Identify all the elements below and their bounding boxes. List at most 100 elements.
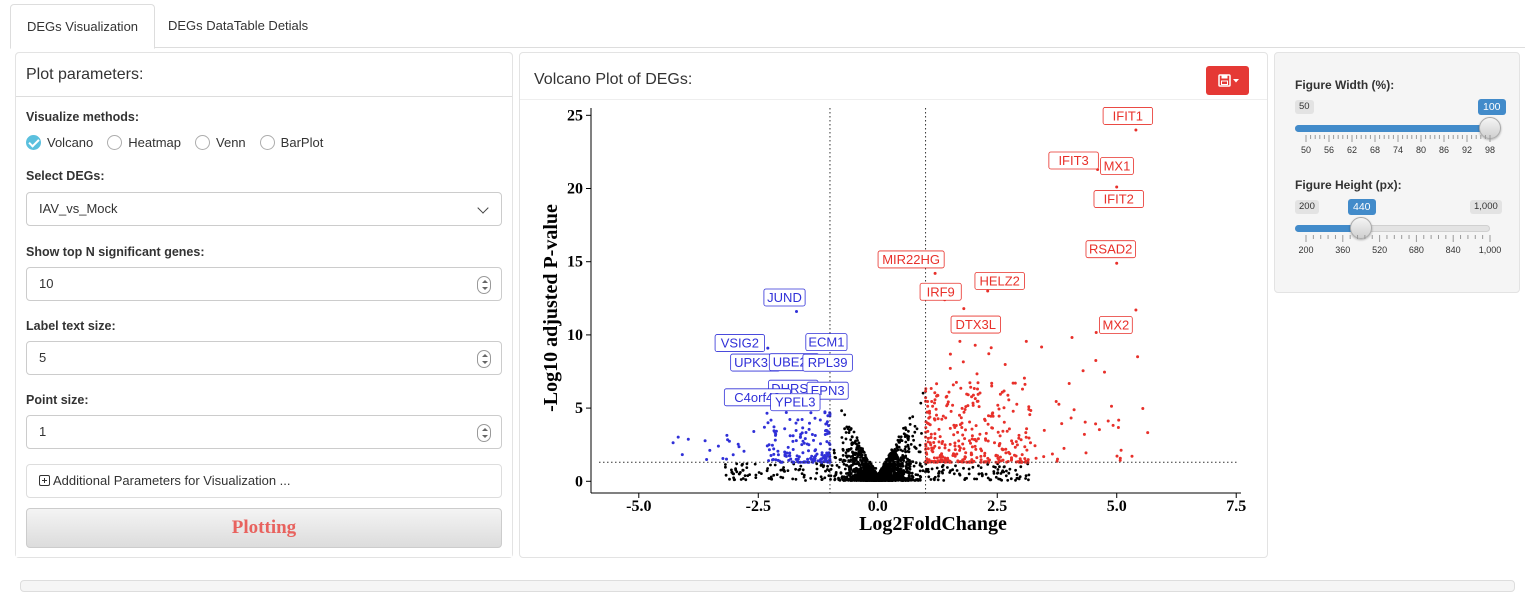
gene-label-box [1048,151,1099,170]
point-up [933,432,937,436]
point-up [987,352,991,356]
point-down [825,440,829,444]
point-ns [874,476,878,479]
point-down [806,457,810,461]
point-ns [999,472,1003,475]
point-ns [823,476,827,480]
radio-heatmap[interactable]: Heatmap [107,134,181,150]
point-ns [1004,474,1008,478]
point-ns [908,416,912,420]
label-text-size-value: 5 [39,350,47,365]
label-text-size-input[interactable]: 5 [26,341,502,375]
spinner-icon[interactable] [477,424,491,442]
point-down [783,427,787,431]
point-up [1117,418,1121,422]
point-ns [856,439,859,442]
point-up [983,454,987,458]
point-ns [894,478,897,481]
point-ns [869,462,873,466]
point-up [970,458,974,462]
point-ns [754,476,758,479]
gene-label-box [802,353,853,372]
point-down [725,457,728,461]
point-ns [907,429,910,433]
point-ns [844,437,848,441]
point-up [929,436,933,439]
point-down [766,346,770,350]
point-ns [863,470,867,474]
point-ns [766,467,769,470]
plotting-button[interactable]: Plotting [26,508,502,548]
spinner-icon[interactable] [477,276,491,294]
point-down [791,460,795,464]
gene-label-text: YPEL3 [775,395,815,410]
radio-barplot[interactable]: BarPlot [259,134,323,150]
radio-volcano[interactable]: Volcano [26,134,93,150]
point-ns [1015,473,1019,476]
tab-degs-datatable[interactable]: DEGs DataTable Detials [168,18,309,33]
save-plot-button[interactable] [1206,66,1249,95]
radio-venn-label: Venn [216,134,246,150]
point-up [1014,440,1018,444]
figure-height-handle[interactable] [1350,217,1373,239]
point-ns [865,457,868,461]
point-up [961,360,965,364]
point-up [1130,454,1134,458]
point-up [1015,402,1019,406]
point-down [766,421,770,425]
point-ns [848,470,852,474]
gene-label-box [770,393,821,412]
volcano-gene-labels: IFIT1 IFIT3 MX1 IFIT2 MIR22HG IRF9 HELZ2 RSAD2 D… [714,107,1154,412]
point-ns [913,424,917,428]
point-down [797,455,801,459]
radio-unchecked-icon [259,134,275,150]
point-up [1005,429,1009,433]
point-ns [860,462,864,465]
spinner-icon[interactable] [477,350,491,368]
point-up [979,454,983,458]
top-n-input[interactable]: 10 [26,267,502,301]
point-up [924,426,928,430]
point-ns [765,469,769,473]
select-degs-dropdown[interactable]: IAV_vs_Mock [26,192,502,226]
gene-label-box [805,333,848,352]
point-ns [846,478,849,482]
point-ns [973,477,976,481]
point-size-input[interactable]: 1 [26,415,502,449]
point-ns [814,477,817,481]
point-ns [951,468,954,472]
point-ns [906,445,910,448]
point-ns [901,454,905,457]
point-ns [826,464,829,468]
point-up [931,404,935,408]
additional-parameters-toggle[interactable]: Additional Parameters for Visualization … [26,464,502,498]
point-down [815,452,819,456]
point-ns [896,464,900,468]
point-ns [834,472,838,476]
point-ns [874,467,878,470]
point-down [812,438,815,442]
radio-venn[interactable]: Venn [195,134,246,150]
point-down [680,453,684,457]
point-down [824,429,827,433]
select-degs-label: Select DEGs: [26,169,105,183]
point-down [794,457,798,461]
point-ns [847,459,851,462]
figure-height-min: 200 [1295,200,1319,214]
point-up [928,423,932,427]
gene-label: DTX3L [950,315,1001,334]
point-ns [840,409,843,413]
point-ns [833,474,836,478]
point-down [721,457,725,460]
point-up [963,437,967,441]
point-ns [889,470,893,474]
point-up [925,410,929,414]
point-ns [921,469,925,473]
point-up [935,456,939,460]
point-down [795,310,798,313]
point-ns [864,453,867,457]
chevron-down-icon [477,202,489,214]
tab-degs-visualization[interactable]: DEGs Visualization [10,4,156,49]
point-ns [815,462,819,466]
point-ns [741,468,745,472]
